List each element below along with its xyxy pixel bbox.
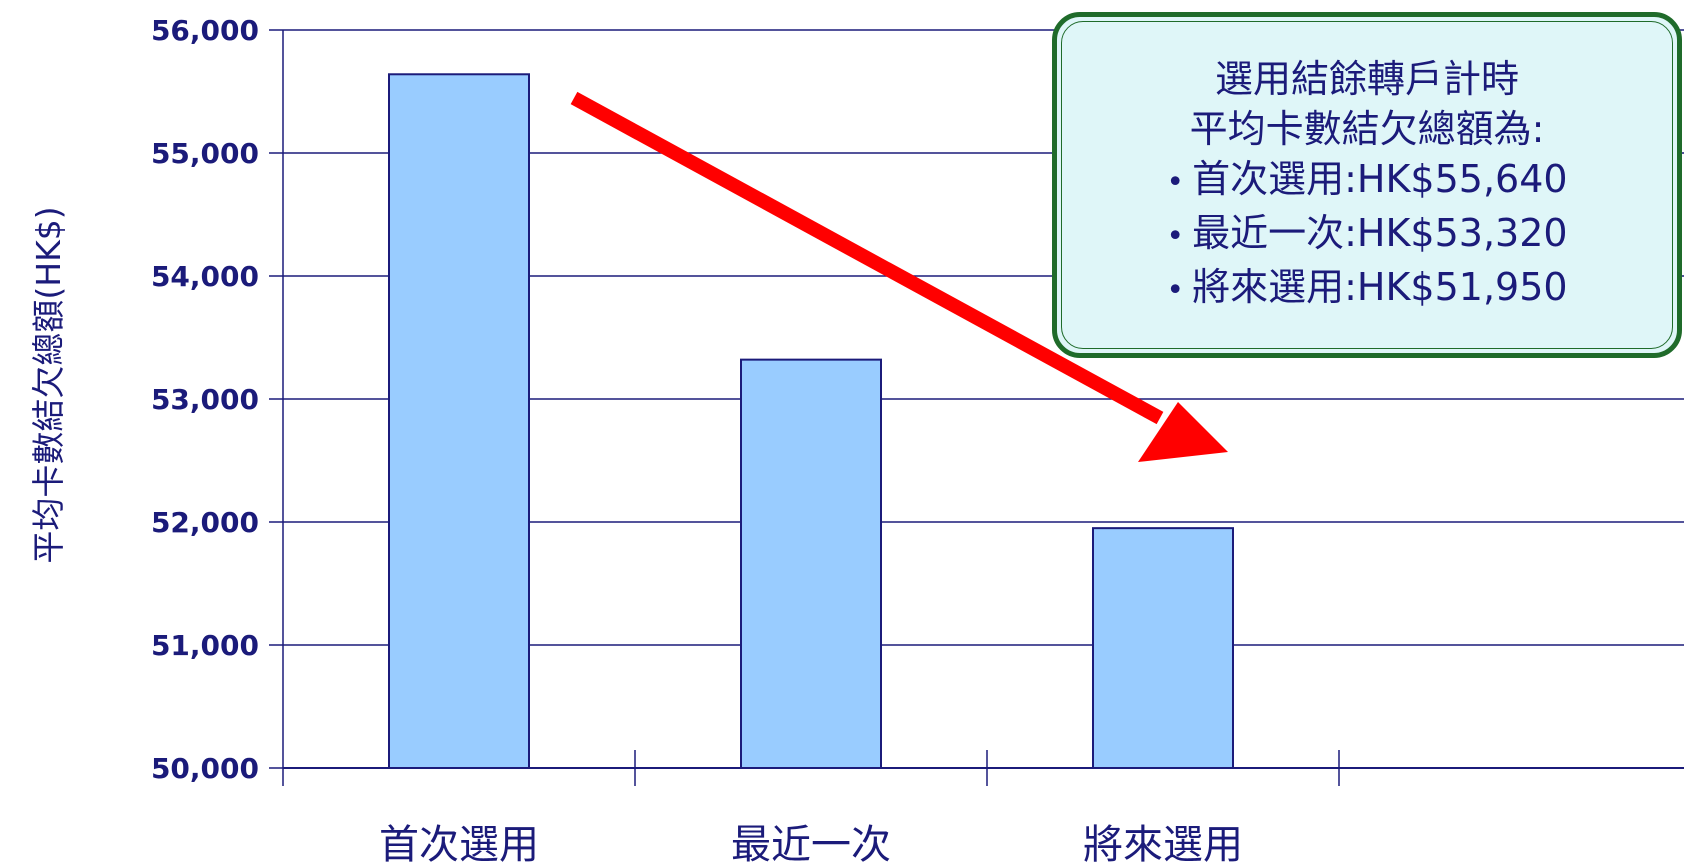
bullet-icon: •	[1166, 219, 1185, 254]
y-tick-label: 53,000	[151, 383, 259, 416]
y-tick-label: 51,000	[151, 629, 259, 662]
bar	[388, 73, 530, 769]
callout-title-line-2: 平均卡數結欠總額為:	[1189, 107, 1545, 151]
y-tick-label: 54,000	[151, 260, 259, 293]
y-axis-label: 平均卡數結欠總額(HK$)	[29, 206, 68, 563]
bar	[740, 358, 882, 769]
x-category-label: 最近一次	[731, 822, 891, 865]
y-tick-label: 52,000	[151, 506, 259, 539]
bars	[388, 73, 1234, 770]
callout-item: • 首次選用:HK$55,640	[1166, 154, 1567, 208]
y-tick-label: 55,000	[151, 137, 259, 170]
bullet-icon: •	[1166, 165, 1185, 200]
callout-item-text: 將來選用:HK$51,950	[1192, 265, 1568, 309]
callout-list: • 首次選用:HK$55,640 • 最近一次:HK$53,320 • 將來選用:HK…	[1166, 154, 1567, 316]
y-tick-labels: 50,000 51,000 52,000 53,000 54,000 55,000 56,0…	[151, 14, 259, 785]
x-category-label: 首次選用	[379, 822, 539, 865]
callout-item-text: 首次選用:HK$55,640	[1192, 157, 1568, 201]
callout-item: • 最近一次:HK$53,320	[1166, 208, 1567, 262]
callout-title-line-1: 選用結餘轉戶計時	[1214, 57, 1519, 101]
bar	[1092, 527, 1234, 770]
category-labels: 首次選用 最近一次 將來選用	[379, 822, 1243, 865]
callout-item-text: 最近一次:HK$53,320	[1192, 211, 1568, 255]
callout-item: • 將來選用:HK$51,950	[1166, 262, 1567, 316]
x-category-label: 將來選用	[1083, 822, 1243, 865]
y-tick-label: 50,000	[151, 752, 259, 785]
summary-callout-box: 選用結餘轉戶計時 平均卡數結欠總額為: • 首次選用:HK$55,640 • 最近一…	[1052, 12, 1682, 358]
trend-arrow-head	[1138, 402, 1228, 462]
bullet-icon: •	[1166, 273, 1185, 308]
summary-callout-inner: 選用結餘轉戶計時 平均卡數結欠總額為: • 首次選用:HK$55,640 • 最近一…	[1061, 21, 1673, 349]
y-tick-label: 56,000	[151, 14, 259, 47]
trend-arrow-shaft	[570, 91, 1164, 425]
trend-arrow	[570, 91, 1228, 462]
